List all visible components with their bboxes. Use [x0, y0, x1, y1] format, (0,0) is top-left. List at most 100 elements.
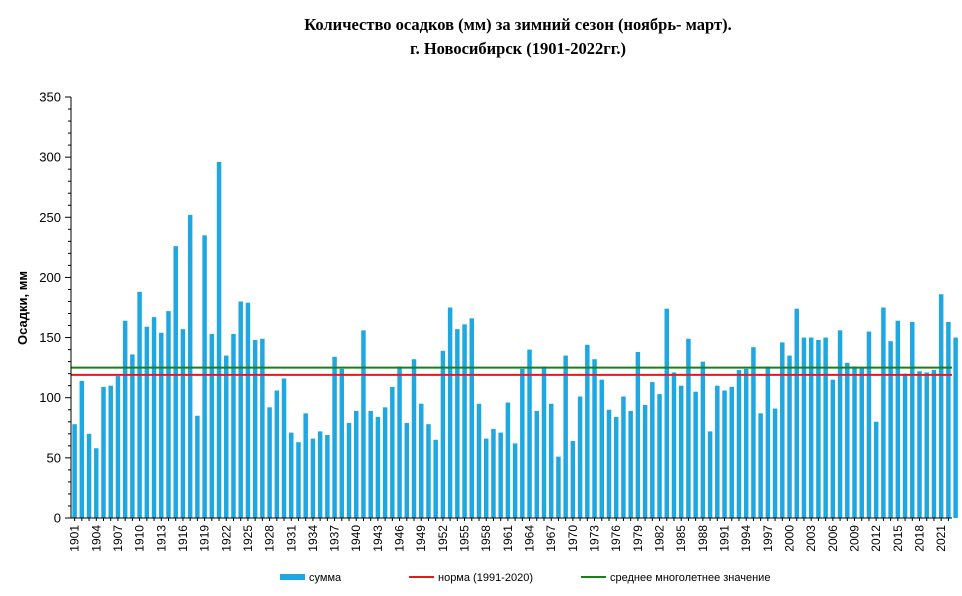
x-tick-label: 1982	[653, 525, 667, 552]
axes-group: 0 50 100 150 200 250 300 350 1901 1904 1907 1910 191…	[39, 90, 952, 552]
bar-1945	[390, 386, 395, 518]
bar-1921	[216, 161, 222, 518]
bar-1946	[397, 366, 402, 518]
bar-1962	[512, 443, 518, 518]
bar-2022	[946, 321, 951, 518]
legend-label: сумма	[309, 572, 342, 584]
y-tick-label: 50	[47, 450, 61, 465]
bar-1902	[79, 380, 85, 518]
bar-1969	[563, 355, 568, 518]
x-tick-label: 1919	[198, 525, 212, 552]
bar-2014	[888, 341, 893, 518]
bar-1930	[281, 378, 287, 518]
bar-2011	[866, 331, 872, 518]
bar-1903	[86, 433, 92, 518]
bar-1907	[115, 376, 121, 518]
bar-1979	[635, 352, 641, 518]
bar-1951	[433, 439, 438, 518]
bar-1916	[180, 329, 186, 518]
bar-1950	[426, 424, 431, 518]
bar-1949	[419, 403, 424, 518]
bar-2009	[852, 366, 857, 518]
bar-2015	[895, 320, 901, 518]
bar-1939	[346, 422, 352, 518]
bar-1967	[548, 403, 554, 518]
x-tick-label: 1943	[371, 525, 385, 552]
bar-1980	[642, 404, 648, 518]
x-tick-label: 2009	[848, 525, 862, 552]
bar-1953	[447, 307, 453, 518]
legend-swatch	[280, 574, 305, 580]
bar-2001	[794, 308, 799, 518]
bar-1963	[520, 368, 525, 518]
bar-1992	[729, 386, 734, 518]
bar-1926	[252, 339, 258, 518]
bar-1997	[765, 366, 771, 518]
x-tick-label: 1976	[609, 525, 623, 552]
y-tick-label: 0	[54, 511, 61, 526]
bar-2005	[823, 337, 828, 518]
bar-1925	[245, 302, 251, 518]
bar-1994	[743, 368, 749, 518]
bar-1978	[628, 410, 633, 518]
bar-1958	[483, 438, 489, 518]
y-tick-label: 150	[39, 330, 61, 345]
x-tick-label: 2000	[783, 525, 797, 552]
bar-1906	[108, 385, 113, 518]
legend-label: норма (1991-2020)	[438, 572, 533, 584]
bar-1993	[736, 370, 742, 518]
x-tick-label: 1958	[479, 525, 493, 552]
bar-1959	[491, 428, 496, 518]
bar-1999	[780, 342, 785, 518]
bar-1937	[332, 356, 337, 518]
bar-1981	[650, 382, 655, 518]
bar-2017	[910, 321, 915, 518]
x-tick-label: 2003	[804, 525, 818, 552]
bar-1905	[101, 386, 106, 518]
bar-2002	[801, 337, 807, 518]
bar-1943	[375, 416, 381, 518]
bar-1942	[368, 410, 373, 518]
bar-1960	[498, 432, 503, 518]
x-tick-label: 1973	[588, 525, 602, 552]
x-tick-label: 1940	[349, 525, 363, 552]
bar-2006	[830, 379, 836, 518]
y-tick-label: 100	[39, 390, 61, 405]
bar-1918	[195, 415, 200, 518]
bar-1944	[382, 407, 388, 518]
bar-2008	[845, 362, 850, 518]
bar-1952	[440, 350, 446, 518]
x-tick-label: 1964	[523, 525, 537, 552]
bar-1964	[527, 349, 532, 518]
bar-1974	[599, 379, 605, 518]
bar-2000	[787, 355, 792, 518]
x-tick-label: 1994	[739, 525, 753, 552]
x-tick-label: 1970	[566, 525, 580, 552]
bar-1940	[354, 410, 359, 518]
bar-1982	[657, 394, 662, 518]
bar-1933	[303, 413, 308, 518]
bar-2004	[816, 339, 821, 518]
chart-subtitle: г. Новосибирск (1901-2022гг.)	[410, 39, 626, 58]
bar-1914	[166, 311, 171, 518]
bar-1988	[700, 361, 706, 518]
legend: сумма норма (1991-2020) среднее многолетне…	[280, 572, 770, 584]
x-tick-label: 2006	[826, 525, 840, 552]
bar-2007	[837, 330, 843, 518]
bar-1935	[317, 431, 323, 518]
x-tick-label: 1922	[219, 525, 233, 552]
y-tick-label: 350	[39, 90, 61, 105]
y-tick-label: 250	[39, 210, 61, 225]
bar-1941	[361, 330, 366, 518]
bar-1977	[621, 396, 626, 518]
x-tick-label: 1928	[263, 525, 277, 552]
bar-2012	[873, 421, 879, 518]
bar-1924	[238, 301, 243, 518]
y-tick-label: 300	[39, 150, 61, 165]
bar-1983	[664, 308, 669, 518]
bar-2021	[938, 294, 944, 518]
x-tick-label: 1961	[501, 525, 515, 552]
bar-1904	[94, 448, 99, 518]
x-tick-label: 1991	[718, 525, 732, 552]
